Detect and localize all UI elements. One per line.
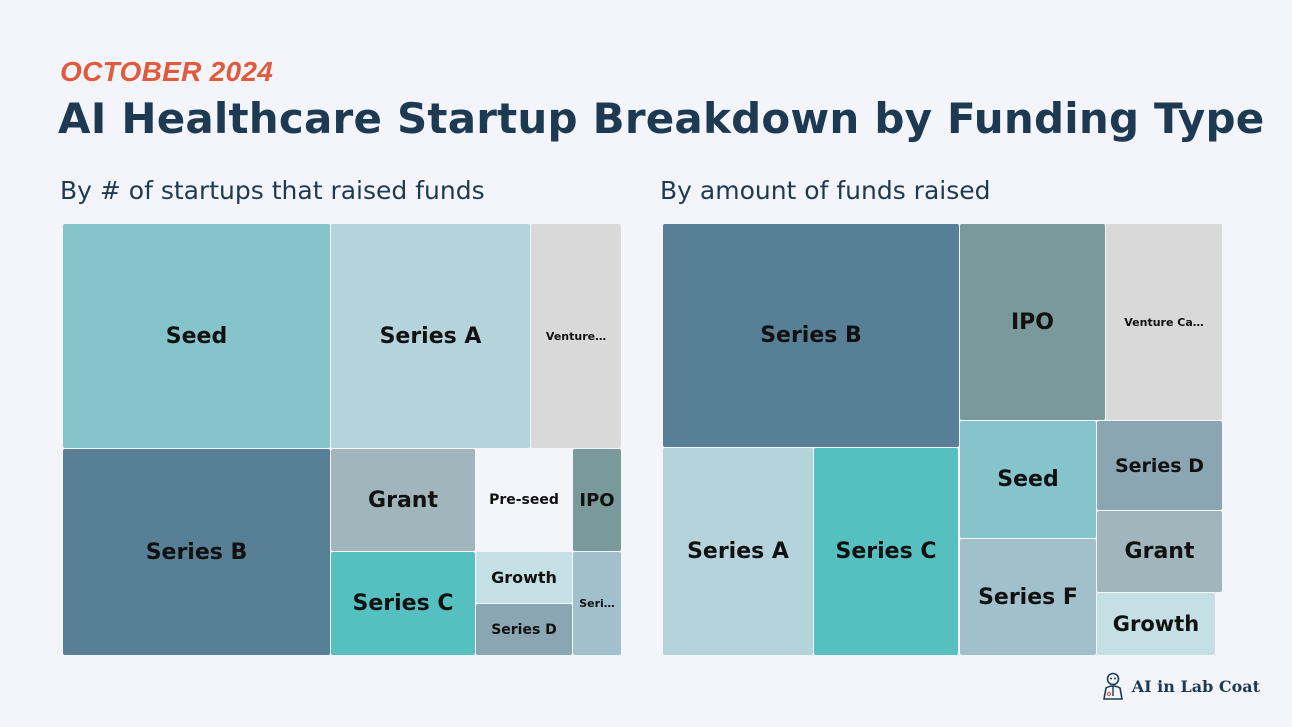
treemap-startup-count: Seed Series A Venture… Series B Grant Pre-see…: [63, 224, 623, 657]
treemap-cell-series-a: Series A: [331, 224, 530, 448]
treemap-cell-venture-capital: Venture…: [531, 224, 621, 448]
treemap-cell-label: IPO: [1010, 309, 1054, 335]
treemap-cell-series-f: Seri…: [573, 552, 621, 655]
treemap-cell-label: Growth: [1112, 612, 1200, 636]
treemap-cell-label: Series C: [835, 539, 937, 564]
right-chart-title: By amount of funds raised: [660, 176, 991, 205]
treemap-cell-label: Grant: [1124, 539, 1195, 564]
treemap-cell-grant: Grant: [1097, 511, 1222, 592]
treemap-cell-growth: Growth: [476, 552, 572, 603]
brand-name: AI in Lab Coat: [1131, 676, 1260, 696]
treemap-cell-label: Seed: [165, 323, 228, 349]
page-title: AI Healthcare Startup Breakdown by Fundi…: [58, 94, 1265, 143]
treemap-cell-label: Seed: [997, 467, 1059, 492]
treemap-cell-series-c: Series C: [331, 552, 475, 655]
treemap-cell-series-a: Series A: [663, 448, 813, 655]
treemap-cell-label: Seri…: [579, 597, 615, 610]
treemap-cell-label: Growth: [491, 568, 557, 587]
treemap-cell-label: Grant: [368, 487, 438, 513]
brand-logo: AI in Lab Coat: [1100, 672, 1260, 700]
treemap-cell-label: Series C: [352, 591, 454, 616]
left-chart-title: By # of startups that raised funds: [60, 176, 485, 205]
treemap-cell-series-b: Series B: [63, 449, 330, 655]
treemap-cell-label: IPO: [579, 489, 615, 511]
treemap-cell-label: Venture…: [545, 329, 607, 343]
treemap-cell-grant: Grant: [331, 449, 475, 551]
treemap-cell-label: Series B: [760, 323, 862, 348]
treemap-cell-series-d: Series D: [476, 604, 572, 655]
treemap-cell-venture-capital: Venture Ca…: [1106, 224, 1222, 420]
treemap-cell-label: Series D: [491, 621, 557, 638]
robot-doctor-icon: [1102, 672, 1123, 700]
treemap-cell-series-d: Series D: [1097, 421, 1222, 510]
treemap-cell-label: Series A: [379, 323, 482, 349]
treemap-cell-seed: Seed: [960, 421, 1096, 538]
treemap-cell-ipo: IPO: [573, 449, 621, 551]
treemap-cell-pre-seed: Pre-seed: [476, 449, 572, 551]
treemap-cell-series-b: Series B: [663, 224, 959, 447]
treemap-cell-label: Series A: [687, 539, 789, 564]
treemap-cell-series-f: Series F: [960, 539, 1096, 655]
treemap-cell-label: Venture Ca…: [1124, 315, 1204, 329]
date-eyebrow: OCTOBER 2024: [60, 56, 274, 87]
treemap-cell-series-c: Series C: [814, 448, 958, 655]
treemap-cell-label: Pre-seed: [489, 492, 559, 508]
treemap-cell-ipo: IPO: [960, 224, 1105, 420]
treemap-cell-growth: Growth: [1097, 593, 1215, 655]
treemap-cell-label: Series B: [145, 539, 248, 565]
treemap-cell-label: Series F: [978, 584, 1078, 610]
treemap-cell-label: Series D: [1114, 454, 1205, 477]
treemap-funds-raised: Series B IPO Venture Ca… Series A Series C Se…: [663, 224, 1223, 657]
treemap-cell-seed: Seed: [63, 224, 330, 448]
